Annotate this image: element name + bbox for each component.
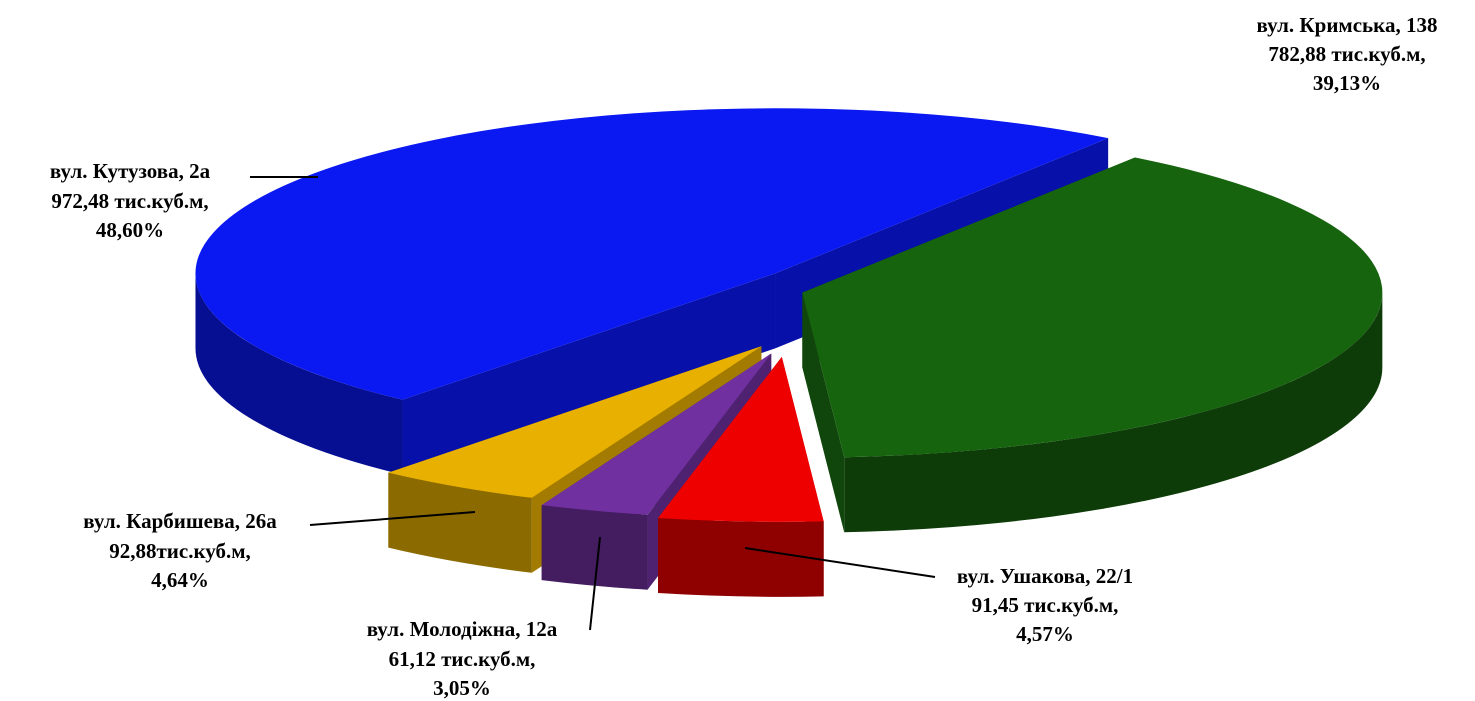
data-label: 972,48 тис.куб.м, bbox=[51, 189, 208, 213]
slice-top bbox=[388, 346, 762, 498]
data-label: 92,88тис.куб.м, bbox=[109, 539, 251, 563]
data-label: вул. Молодіжна, 12а bbox=[367, 617, 558, 641]
slice-cut-face bbox=[802, 292, 845, 533]
slice-top bbox=[541, 353, 772, 515]
slice bbox=[802, 157, 1383, 533]
data-label: 61,12 тис.куб.м, bbox=[389, 647, 536, 671]
data-label: 48,60% bbox=[96, 218, 164, 242]
slice-side bbox=[195, 273, 403, 475]
slice-side bbox=[658, 518, 824, 597]
slice-side bbox=[541, 505, 648, 590]
data-label: 782,88 тис.куб.м, bbox=[1268, 42, 1425, 66]
slice-side bbox=[844, 292, 1383, 533]
slice-top bbox=[802, 157, 1383, 458]
slice-side bbox=[388, 472, 532, 573]
data-label: 4,64% bbox=[151, 568, 209, 592]
data-label: 4,57% bbox=[1016, 622, 1074, 646]
slice bbox=[658, 356, 824, 597]
slice-top bbox=[195, 108, 1109, 400]
data-label: вул. Карбишева, 26а bbox=[83, 509, 277, 533]
data-label: вул. Кримська, 138 bbox=[1257, 13, 1438, 37]
data-label: вул. Кутузова, 2а bbox=[50, 159, 211, 183]
slice-top bbox=[658, 356, 824, 522]
data-label: 91,45 тис.куб.м, bbox=[972, 593, 1119, 617]
leader-line bbox=[589, 536, 601, 631]
data-label: 3,05% bbox=[433, 676, 491, 700]
data-label: 39,13% bbox=[1313, 71, 1381, 95]
leader-line bbox=[309, 511, 476, 526]
slice-cut-face bbox=[402, 273, 776, 475]
data-label: вул. Ушакова, 22/1 bbox=[957, 564, 1133, 588]
leader-line bbox=[744, 547, 936, 578]
